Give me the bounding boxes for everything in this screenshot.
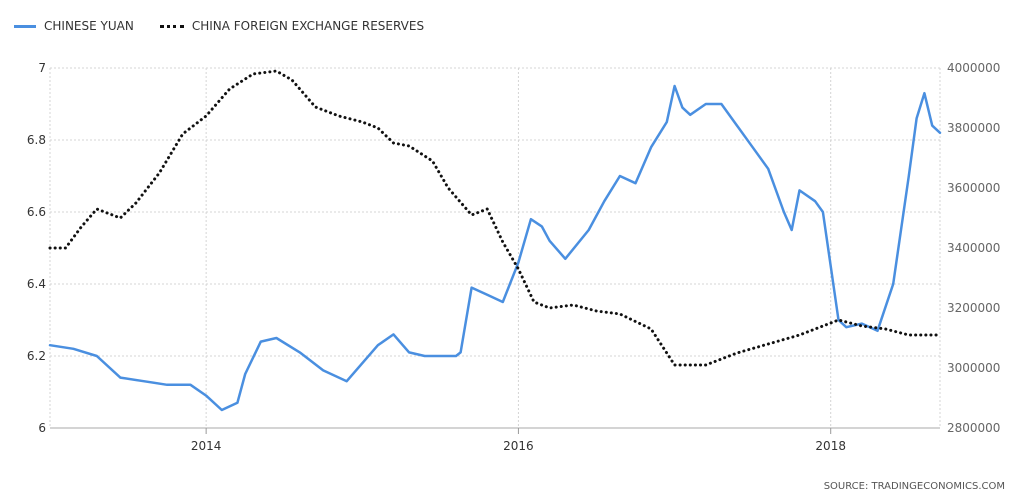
- right-tick-label: 2800000: [947, 421, 1000, 435]
- source-label: SOURCE: TRADINGECONOMICS.COM: [824, 481, 1005, 492]
- x-tick-label: 2018: [815, 439, 846, 453]
- left-tick-label: 6.6: [27, 205, 46, 219]
- x-tick-label: 2014: [191, 439, 222, 453]
- left-tick-label: 6: [38, 421, 46, 435]
- legend-label-reserves: CHINA FOREIGN EXCHANGE RESERVES: [191, 19, 425, 33]
- right-tick-label: 3800000: [947, 121, 1000, 135]
- left-tick-label: 7: [38, 61, 46, 75]
- left-tick-label: 6.4: [27, 277, 46, 291]
- right-tick-label: 3200000: [947, 301, 1000, 315]
- legend-swatch-yuan: [14, 24, 36, 28]
- x-tick-label: 2016: [503, 439, 534, 453]
- legend-swatch-reserves: [159, 24, 184, 28]
- right-tick-label: 4000000: [947, 61, 1000, 75]
- series-layer: [48, 69, 942, 412]
- x-axis-ticks: 2014 2016 2018: [191, 428, 846, 453]
- legend-label-yuan: CHINESE YUAN: [44, 19, 134, 33]
- left-tick-label: 6.8: [27, 133, 46, 147]
- legend-item-fx-reserves[interactable]: CHINA FOREIGN EXCHANGE RESERVES: [159, 19, 425, 33]
- right-tick-label: 3400000: [947, 241, 1000, 255]
- grid: [49, 67, 941, 429]
- series-line-chinese-yuan: [48, 84, 942, 412]
- left-axis-ticks: 6 6.2 6.4 6.6 6.8 7: [27, 61, 46, 435]
- series-line-fx-reserves: [48, 69, 942, 367]
- legend: CHINESE YUAN CHINA FOREIGN EXCHANGE RESE…: [14, 16, 450, 36]
- legend-item-chinese-yuan[interactable]: CHINESE YUAN: [14, 19, 134, 33]
- left-tick-label: 6.2: [27, 349, 46, 363]
- right-tick-label: 3000000: [947, 361, 1000, 375]
- right-axis-ticks: 2800000 3000000 3200000 3400000 3600000 38000…: [947, 61, 1000, 435]
- right-tick-label: 3600000: [947, 181, 1000, 195]
